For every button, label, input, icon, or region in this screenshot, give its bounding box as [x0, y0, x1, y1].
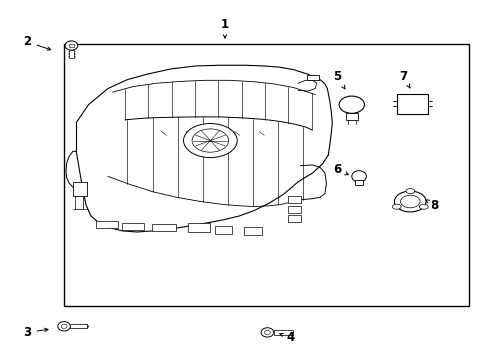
- Bar: [215, 226, 232, 234]
- Bar: [69, 50, 74, 58]
- Bar: [396, 94, 427, 114]
- Bar: [306, 75, 319, 80]
- Bar: [244, 226, 261, 234]
- Circle shape: [61, 324, 67, 328]
- Bar: [345, 113, 357, 120]
- Ellipse shape: [338, 96, 364, 113]
- Circle shape: [58, 321, 70, 331]
- Text: 3: 3: [23, 326, 48, 339]
- Bar: [152, 225, 176, 231]
- Bar: [122, 223, 143, 230]
- Text: 4: 4: [279, 331, 294, 344]
- Bar: [96, 221, 118, 228]
- Text: 6: 6: [332, 163, 347, 176]
- Ellipse shape: [391, 204, 400, 209]
- Bar: [70, 324, 87, 328]
- Bar: [354, 180, 362, 185]
- Bar: [288, 196, 300, 203]
- Bar: [69, 44, 74, 47]
- Ellipse shape: [400, 195, 419, 208]
- Text: 2: 2: [23, 35, 51, 50]
- Bar: [64, 44, 468, 306]
- Text: 5: 5: [332, 69, 344, 89]
- Circle shape: [261, 328, 273, 337]
- Bar: [273, 330, 293, 334]
- Bar: [73, 182, 87, 196]
- Ellipse shape: [351, 171, 366, 182]
- Ellipse shape: [192, 129, 228, 152]
- Text: 1: 1: [221, 18, 228, 38]
- Bar: [188, 223, 210, 232]
- Ellipse shape: [394, 191, 425, 212]
- Circle shape: [65, 41, 78, 50]
- Bar: [288, 206, 300, 213]
- Ellipse shape: [183, 123, 237, 158]
- Text: 8: 8: [425, 199, 438, 212]
- Ellipse shape: [405, 189, 414, 194]
- Bar: [288, 215, 300, 222]
- Text: 7: 7: [398, 69, 409, 88]
- Circle shape: [264, 330, 270, 334]
- Ellipse shape: [419, 204, 427, 209]
